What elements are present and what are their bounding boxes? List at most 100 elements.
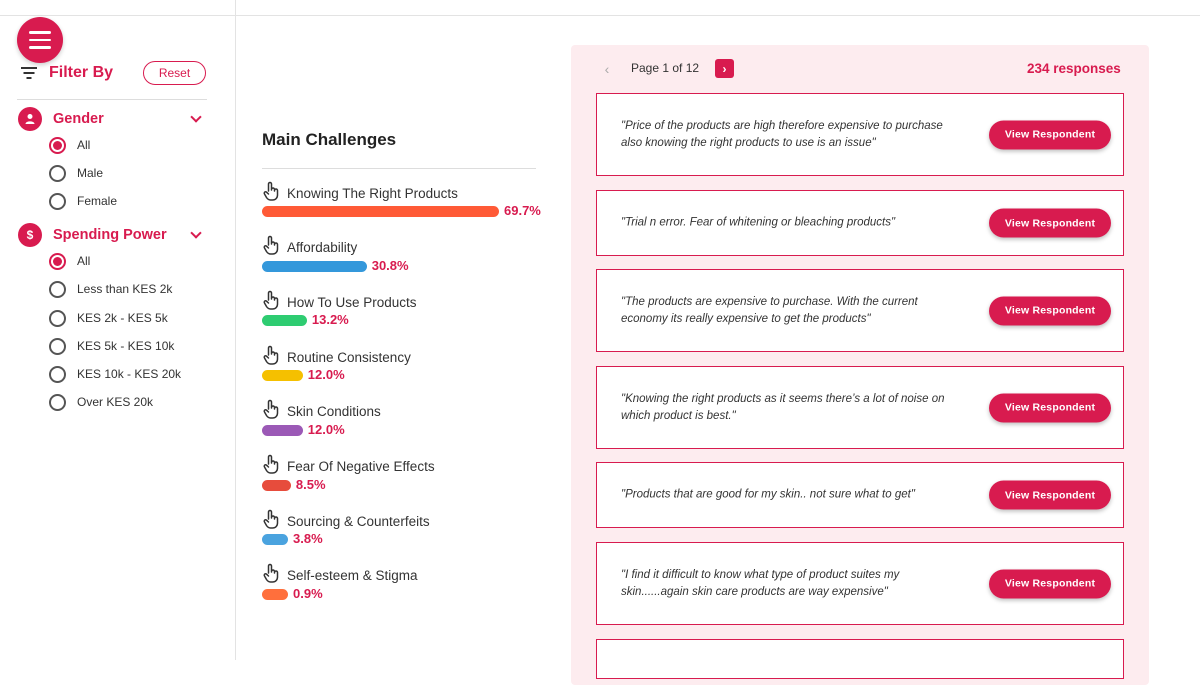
challenge-item: Knowing The Right Products 69.7% [262, 181, 562, 233]
hand-pointer-icon [262, 345, 280, 370]
person-icon [18, 107, 42, 131]
chevron-right-icon[interactable]: › [715, 59, 734, 78]
menu-icon[interactable] [17, 17, 63, 63]
radio-button[interactable] [49, 309, 66, 327]
challenge-bar [262, 534, 288, 546]
challenge-item: Self-esteem & Stigma 0.9% [262, 563, 562, 616]
response-card: "Trial n error. Fear of whitening or ble… [596, 190, 1124, 256]
top-divider [0, 15, 1200, 16]
challenge-percentage: 3.8% [293, 531, 323, 547]
spending-option-over-20k[interactable]: Over KES 20k [49, 392, 153, 412]
gender-label: Gender [53, 111, 104, 127]
gender-section-header[interactable]: Gender [18, 107, 208, 131]
challenge-bar [262, 206, 499, 217]
radio-label: All [77, 138, 91, 152]
challenge-percentage: 30.8% [371, 257, 409, 273]
challenge-item: How To Use Products 13.2% [262, 290, 562, 342]
response-quote: "I find it difficult to know what type o… [621, 568, 900, 598]
filter-icon [21, 67, 37, 79]
hand-pointer-icon [262, 235, 280, 260]
spending-option-5k-10k[interactable]: KES 5k - KES 10k [49, 336, 174, 356]
challenge-item: Sourcing & Counterfeits 3.8% [262, 509, 562, 561]
response-quote: "Products that are good for my skin.. no… [621, 488, 915, 501]
challenge-bar [262, 260, 367, 272]
radio-button[interactable] [49, 365, 66, 383]
radio-button[interactable] [49, 252, 66, 270]
challenge-header: Skin Conditions [262, 399, 381, 424]
gender-option-all[interactable]: All [49, 135, 90, 155]
challenge-header: Routine Consistency [262, 345, 411, 370]
chevron-left-icon[interactable]: ‹ [604, 61, 610, 77]
challenge-bar [262, 588, 288, 600]
challenge-header: Self-esteem & Stigma [262, 563, 418, 588]
challenge-name: How To Use Products [287, 294, 417, 310]
dollar-icon: $ [18, 223, 42, 247]
view-respondent-button[interactable]: View Respondent [989, 296, 1111, 325]
radio-label: All [77, 254, 91, 268]
chevron-down-icon[interactable] [190, 227, 202, 239]
response-card: "Knowing the right products as it seems … [596, 366, 1124, 449]
hand-pointer-icon [262, 563, 280, 588]
response-quote: "Knowing the right products as it seems … [621, 392, 945, 422]
view-respondent-button[interactable]: View Respondent [989, 569, 1111, 598]
chart-title: Main Challenges [262, 130, 397, 149]
challenge-name: Skin Conditions [287, 404, 381, 420]
radio-button[interactable] [49, 164, 66, 182]
hand-pointer-icon [262, 509, 280, 534]
chart-divider [262, 168, 536, 169]
spending-option-10k-20k[interactable]: KES 10k - KES 20k [49, 364, 181, 384]
view-respondent-button[interactable]: View Respondent [989, 480, 1111, 510]
challenge-bar [262, 424, 303, 436]
radio-label: KES 10k - KES 20k [77, 367, 182, 381]
spending-option-under-2k[interactable]: Less than KES 2k [49, 279, 172, 299]
radio-label: Over KES 20k [77, 395, 154, 409]
challenge-percentage: 12.0% [307, 367, 345, 383]
radio-button[interactable] [49, 337, 66, 355]
view-respondent-button[interactable]: View Respondent [989, 393, 1111, 422]
spending-option-2k-5k[interactable]: KES 2k - KES 5k [49, 308, 168, 328]
hand-pointer-icon [262, 399, 280, 424]
response-card: "Products that are good for my skin.. no… [596, 462, 1124, 528]
challenge-item: Routine Consistency 12.0% [262, 345, 562, 397]
radio-button[interactable] [49, 393, 66, 411]
challenge-percentage: 8.5% [295, 476, 326, 492]
challenge-bar [262, 315, 307, 327]
challenge-percentage: 12.0% [307, 421, 345, 437]
challenge-header: How To Use Products [262, 290, 417, 312]
view-respondent-button[interactable]: View Respondent [989, 208, 1111, 238]
gender-option-male[interactable]: Male [49, 163, 103, 183]
hand-pointer-icon [262, 454, 280, 479]
filter-title: Filter By [49, 64, 114, 81]
radio-button[interactable] [49, 192, 66, 210]
page-indicator: Page 1 of 12 [631, 61, 700, 75]
challenge-header: Fear Of Negative Effects [262, 454, 435, 479]
spending-option-all[interactable]: All [49, 251, 90, 271]
filter-sidebar: Filter By Reset Gender All Male Female $… [0, 0, 236, 660]
radio-label: KES 2k - KES 5k [77, 311, 168, 325]
response-quote: "Trial n error. Fear of whitening or ble… [621, 216, 896, 229]
radio-button[interactable] [49, 136, 66, 154]
challenge-name: Sourcing & Counterfeits [287, 513, 430, 529]
challenge-percentage: 69.7% [504, 203, 541, 218]
chevron-down-icon[interactable] [190, 111, 202, 123]
radio-button[interactable] [49, 280, 66, 298]
challenge-name: Self-esteem & Stigma [287, 568, 418, 584]
challenge-name: Routine Consistency [287, 349, 411, 365]
spending-section-header[interactable]: $ Spending Power [18, 223, 208, 247]
response-count: 234 responses [1027, 61, 1121, 76]
challenge-header: Sourcing & Counterfeits [262, 509, 430, 534]
response-card: "I find it difficult to know what type o… [596, 542, 1124, 625]
sidebar-divider [17, 99, 207, 100]
view-respondent-button[interactable]: View Respondent [989, 120, 1111, 149]
challenge-header: Affordability [262, 235, 358, 260]
response-card [596, 639, 1124, 679]
challenge-percentage: 13.2% [311, 312, 349, 328]
response-quote: "The products are expensive to purchase.… [621, 295, 918, 325]
reset-button[interactable]: Reset [143, 61, 206, 85]
gender-option-female[interactable]: Female [49, 191, 117, 211]
challenge-name: Fear Of Negative Effects [287, 459, 435, 474]
challenge-name: Affordability [287, 240, 358, 256]
radio-label: Male [77, 166, 104, 180]
challenge-item: Skin Conditions 12.0% [262, 399, 562, 452]
challenge-item: Fear Of Negative Effects 8.5% [262, 454, 562, 507]
